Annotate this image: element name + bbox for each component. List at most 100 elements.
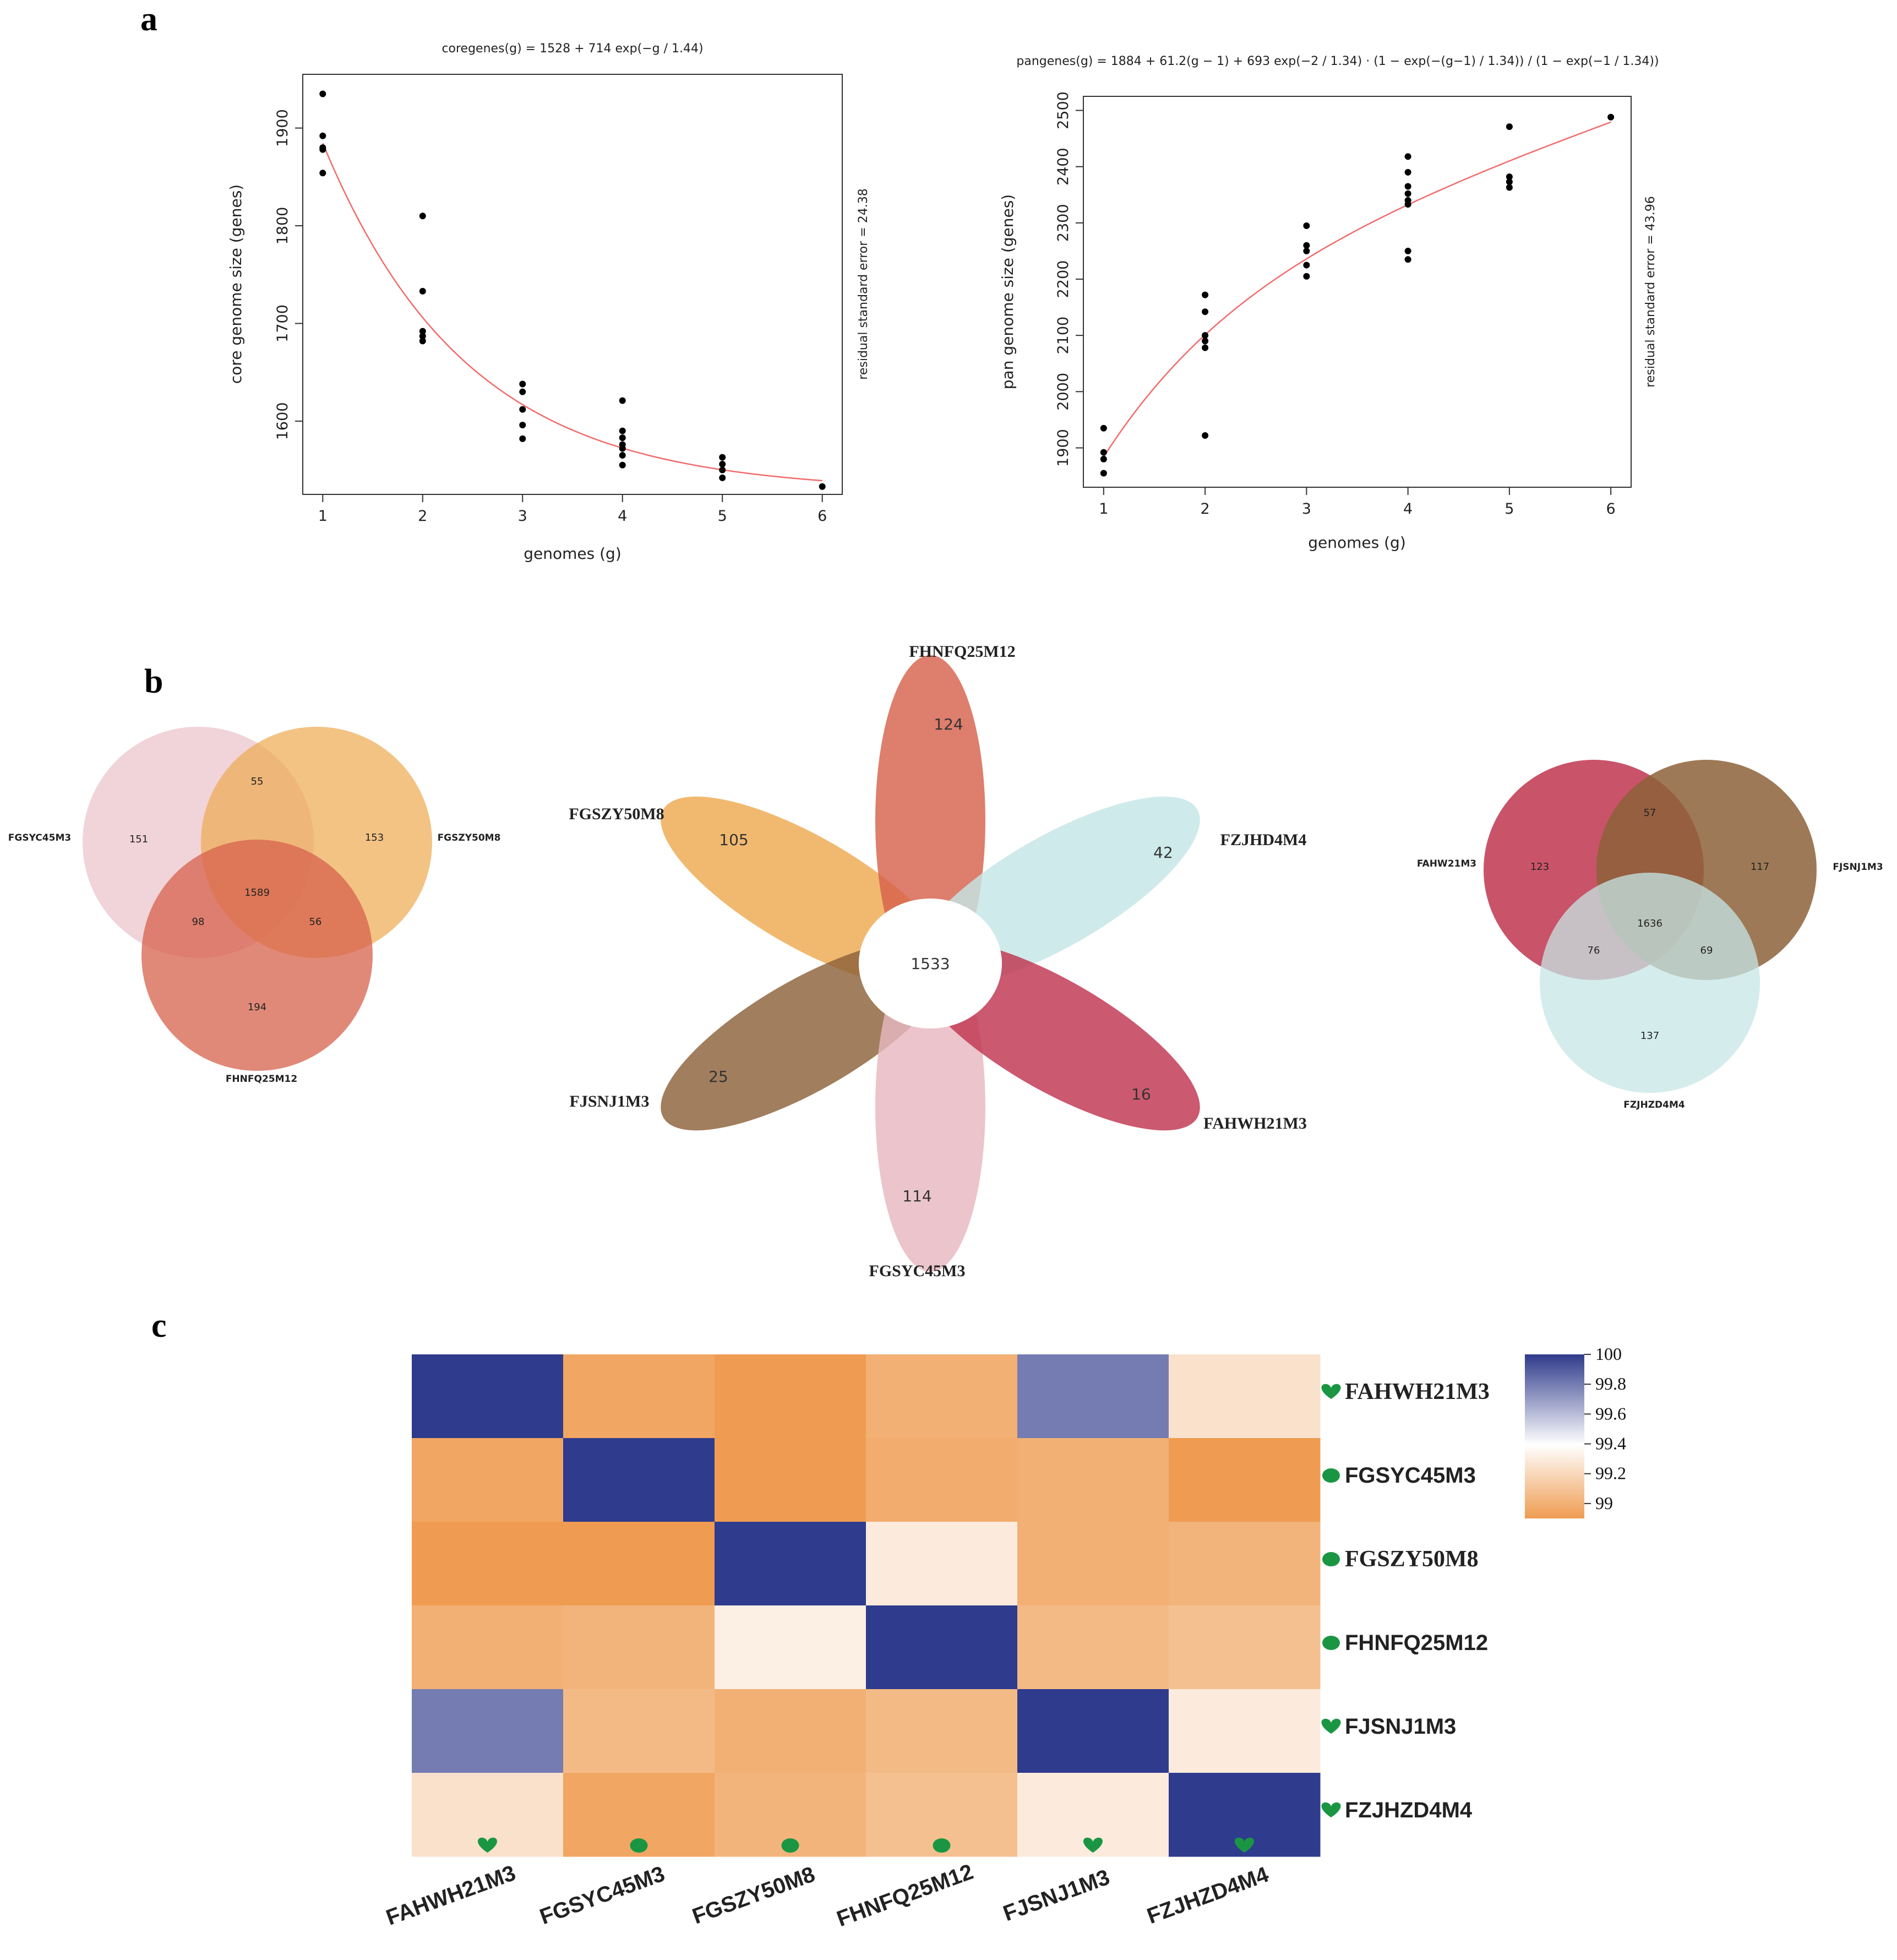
heatmap-cell [866,1354,1018,1439]
colorbar-tick-label: 99.6 [1595,1403,1626,1423]
panel-label-b: b [144,663,163,700]
pan-data-point [1506,178,1513,186]
dot-icon [933,1838,951,1853]
core-data-point [319,90,326,97]
pan-x-tick-label: 1 [1099,500,1108,518]
dot-icon [1322,1552,1340,1566]
heatmap-row-label: FGSZY50M8 [1345,1547,1479,1572]
colorbar-tick-label: 99.2 [1595,1463,1626,1483]
core-data-point [719,460,726,467]
core-x-label: genomes (g) [524,545,622,563]
flower-petal-label: FGSYC45M3 [869,1262,966,1280]
flower-petal-label: FZJHD4M4 [1220,831,1307,849]
core-fit-curve [322,143,822,482]
pan-data-point [1100,470,1107,477]
heart-icon [1235,1837,1254,1853]
pan-x-tick-label: 3 [1302,500,1311,518]
heatmap-row-label: FHNFQ25M12 [1345,1631,1488,1655]
core-data-point [719,466,726,473]
heatmap-row-label: FAHWH21M3 [1345,1379,1490,1404]
panel-label-c: c [151,1307,167,1344]
venn-left-all: 1589 [244,887,270,899]
pan-plot-frame [1083,96,1632,488]
core-data-point [419,333,426,340]
heart-icon [1321,1384,1341,1399]
flower-core [859,899,1002,1028]
heatmap-cell [715,1438,866,1522]
core-data-point [719,474,726,481]
heatmap-cell [715,1689,866,1773]
core-data-point [519,435,526,442]
pan-x-tick-label: 6 [1606,500,1616,518]
pan-data-point [1303,222,1310,229]
pan-data-point [1202,337,1209,345]
venn-right-only-3: 137 [1640,1030,1659,1042]
core-y-tick-label: 1700 [274,304,291,342]
core-data-point [319,170,326,177]
core-data-point [519,388,526,395]
colorbar-tick-label: 100 [1595,1344,1622,1364]
panel-label-a: a [140,1,157,38]
pan-y-tick-label: 2300 [1055,204,1072,242]
pan-data-point [1202,332,1209,339]
flower-petal-label: FJSNJ1M3 [570,1092,650,1110]
pan-data-point [1202,291,1209,298]
heatmap-cell [1169,1522,1321,1606]
flower-petal-label: FHNFQ25M12 [909,643,1015,661]
core-data-point [819,483,826,490]
pan-y-tick-label: 1900 [1055,429,1072,467]
core-x-tick-label: 3 [518,508,527,525]
core-y-tick-label: 1600 [274,402,291,440]
dot-icon [781,1838,799,1853]
pan-data-point [1202,308,1209,315]
pan-data-point [1303,247,1310,254]
colorbar-tick-label: 99 [1595,1493,1613,1513]
heatmap-cell [1169,1689,1321,1773]
pan-data-point [1202,344,1209,351]
venn-left: 151 153 194 55 98 56 1589 FGSYC45M3 FGSZ… [8,727,500,1085]
core-data-point [419,337,426,345]
heatmap-col-label: FGSYC45M3 [537,1861,668,1929]
flower-petal-value: 42 [1153,843,1173,862]
pan-data-point [1404,190,1411,197]
heatmap-row-label: FGSYC45M3 [1345,1463,1476,1488]
pan-residual-label: residual standard error = 43.96 [1644,196,1658,387]
core-residual-label: residual standard error = 24.38 [857,188,870,379]
pan-x-tick-label: 4 [1403,500,1413,518]
pan-data-point [1100,449,1107,456]
pan-data-point [1506,184,1513,191]
heatmap-cell [563,1605,715,1690]
dot-icon [630,1838,648,1853]
pan-y-tick-label: 2100 [1055,317,1072,355]
flower-petal-value: 16 [1131,1085,1151,1103]
core-y-tick-label: 1800 [274,207,291,245]
pan-data-point [1100,424,1107,432]
heatmap-cell [563,1689,715,1773]
heatmap-cell [563,1438,715,1522]
venn-left-set-1-label: FGSYC45M3 [8,832,71,843]
venn-right-2-3: 69 [1700,945,1713,956]
pan-data-point [1404,153,1411,160]
heatmap-row-label: FJSNJ1M3 [1345,1714,1456,1739]
venn-right-set-2-label: FJSNJ1M3 [1833,862,1883,873]
venn-left-1-2: 55 [251,776,264,787]
pan-y-tick-label: 2500 [1055,91,1072,129]
colorbar [1525,1354,1584,1518]
venn-left-1-3: 98 [192,916,205,928]
core-data-point [519,422,526,429]
colorbar-tick-label: 99.8 [1595,1374,1626,1393]
heatmap-col-label: FGSZY50M8 [689,1862,818,1929]
heatmap-cell [412,1689,564,1773]
heart-icon [478,1837,497,1853]
dot-icon [1322,1636,1340,1650]
pan-data-point [1607,113,1615,121]
heatmap-row-label: FZJHZD4M4 [1345,1798,1473,1822]
pan-data-point [1303,273,1310,280]
pan-data-point [1303,262,1310,269]
venn-left-set-3-label: FHNFQ25M12 [226,1074,297,1085]
heatmap-cell [715,1522,866,1606]
heatmap-cell [1017,1605,1169,1690]
heatmap-cell [715,1605,866,1690]
core-x-tick-label: 4 [618,508,627,525]
pan-x-label: genomes (g) [1308,533,1406,552]
